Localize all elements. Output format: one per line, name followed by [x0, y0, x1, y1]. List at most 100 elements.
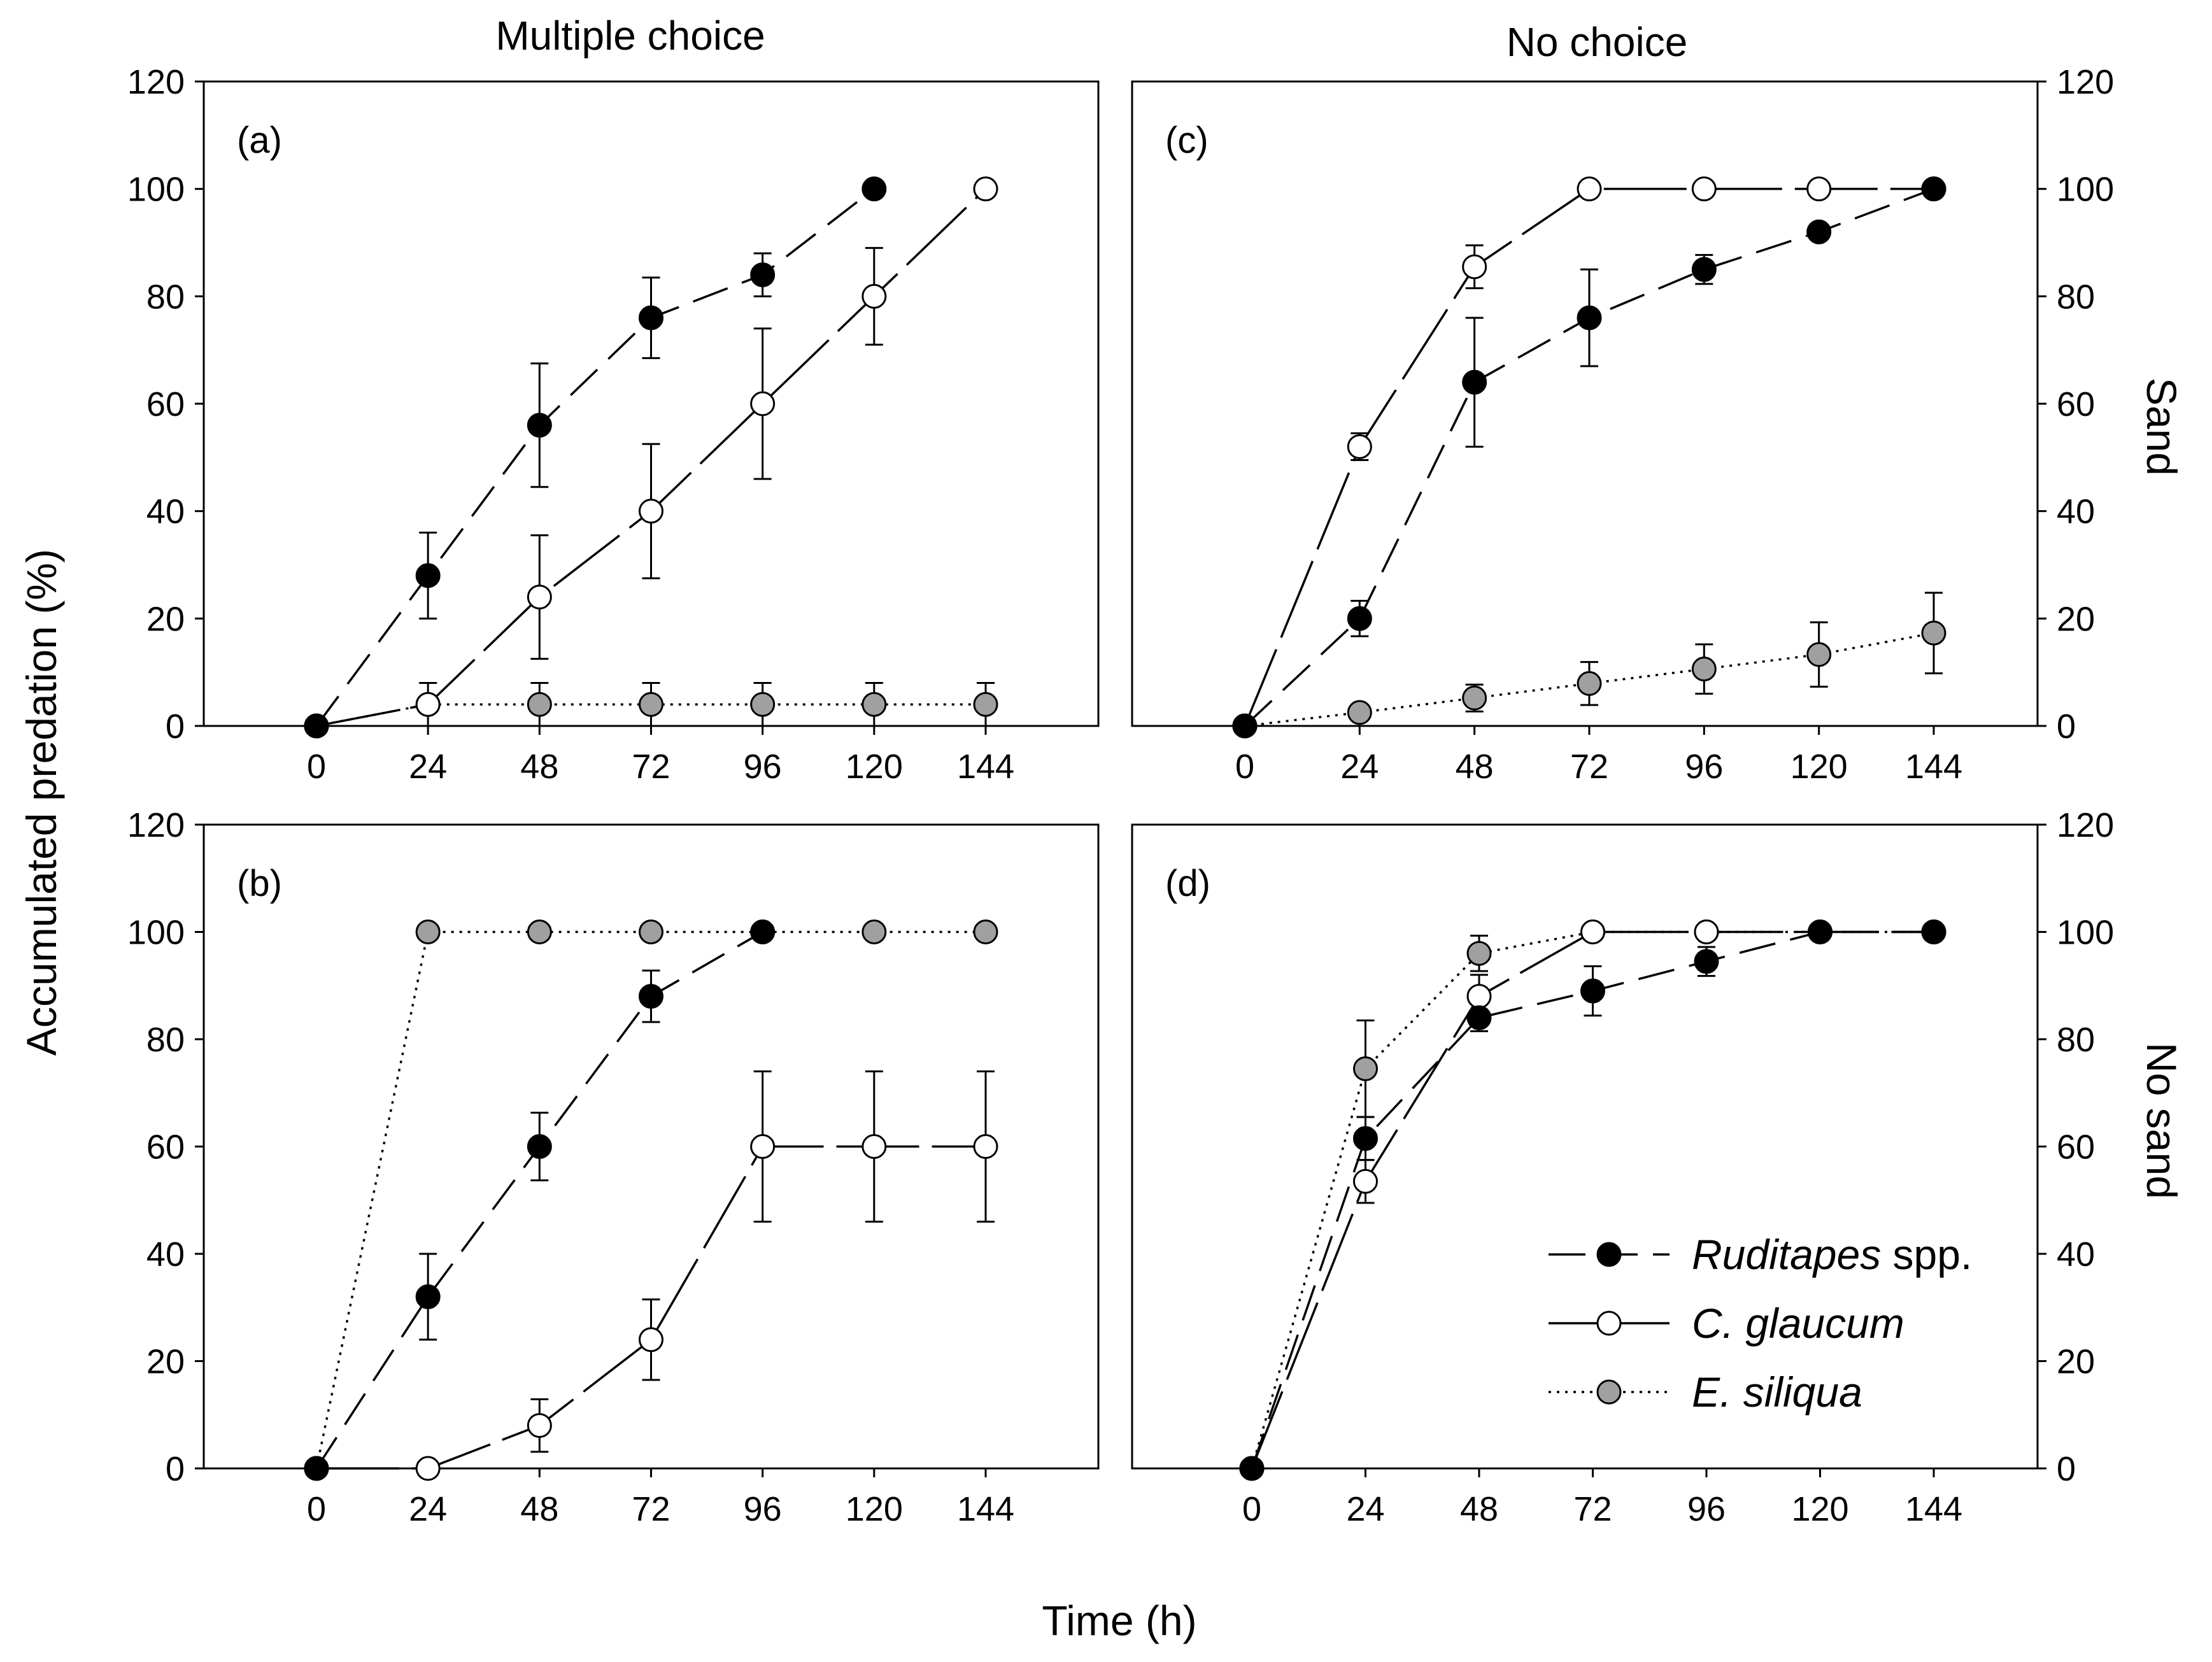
panel-b: 0 20 40 60 80 100 120 0 24 48 72 96 120 144 (b): [127, 806, 1100, 1528]
y-tick-label: 60: [2057, 385, 2095, 423]
data-point-glaucum: [861, 283, 887, 309]
x-tick-label: 24: [1340, 748, 1379, 786]
data-point-ruditapes: [639, 984, 663, 1009]
x-tick-label: 48: [1460, 1490, 1498, 1528]
panel-d: 0 20 40 60 80 100 120 0 24 48 72 96 120 144 (d): [1131, 806, 2114, 1528]
x-tick-label: 120: [1791, 1490, 1848, 1528]
y-tick-label: 120: [2057, 63, 2114, 101]
data-point-siliqua: [1577, 671, 1602, 696]
data-point-glaucum: [415, 692, 441, 717]
legend-marker-ruditapes: [1596, 1242, 1622, 1267]
data-point-siliqua: [973, 692, 998, 717]
data-point-siliqua: [415, 920, 441, 944]
data-point-ruditapes: [1921, 176, 1946, 202]
x-tick-label: 144: [1905, 748, 1962, 786]
data-point-siliqua: [1921, 620, 1946, 646]
data-point-siliqua: [1462, 685, 1487, 711]
legend-label-siliqua: E. siliqua: [1692, 1368, 1862, 1416]
x-tick-label: 0: [307, 1490, 326, 1528]
data-point-siliqua: [639, 920, 663, 944]
data-point-ruditapes: [750, 262, 776, 288]
data-point-glaucum: [1580, 920, 1605, 944]
data-point-glaucum: [1806, 176, 1832, 202]
y-tick-label: 20: [146, 1343, 185, 1381]
series-line-ruditapes: [315, 930, 763, 1469]
x-tick-label: 72: [632, 1490, 670, 1528]
data-point-siliqua: [527, 692, 552, 717]
legend-marker-siliqua: [1596, 1379, 1622, 1405]
data-point-ruditapes: [861, 176, 887, 202]
data-point-ruditapes: [639, 305, 663, 330]
data-point-glaucum: [973, 176, 998, 202]
series-line-ruditapes: [315, 188, 875, 727]
data-point-glaucum: [1466, 984, 1492, 1009]
data-point-ruditapes: [1353, 1126, 1378, 1151]
data-point-siliqua: [1466, 941, 1492, 966]
y-tick-label: 20: [2057, 1343, 2095, 1381]
y-tick-label: 0: [166, 707, 185, 746]
legend-label-italic: E. siliqua: [1692, 1368, 1862, 1416]
row-label-no-sand: No sand: [2138, 1042, 2185, 1199]
data-point-glaucum: [973, 1134, 998, 1159]
legend-label-ruditapes: Ruditapes spp.: [1692, 1231, 1972, 1278]
data-point-glaucum: [750, 391, 776, 416]
x-tick-label: 0: [1242, 1490, 1261, 1528]
y-tick-label: 60: [146, 385, 185, 423]
legend-label-glaucum: C. glaucum: [1692, 1300, 1904, 1347]
data-point-siliqua: [1347, 700, 1372, 725]
data-point-siliqua: [1691, 657, 1717, 682]
x-tick-label: 24: [1346, 1490, 1384, 1528]
y-tick-label: 80: [2057, 1021, 2095, 1059]
panel-label: (b): [237, 863, 282, 904]
panel-label: (a): [237, 120, 282, 161]
y-tick-label: 0: [2057, 707, 2076, 746]
data-point-glaucum: [415, 1456, 441, 1481]
x-tick-label: 120: [1790, 748, 1848, 786]
y-tick-label: 40: [2057, 1235, 2095, 1274]
x-tick-label: 24: [409, 1490, 447, 1528]
data-point-glaucum: [750, 1134, 776, 1159]
y-tick-label: 80: [146, 1021, 185, 1059]
legend: Ruditapes spp. C. glaucum E. siliqua: [1549, 1231, 1972, 1416]
y-tick-label: 20: [2057, 600, 2095, 638]
legend-label-rest: spp.: [1881, 1231, 1972, 1278]
data-point-ruditapes: [1347, 606, 1372, 631]
data-point-ruditapes: [1466, 1005, 1492, 1030]
row-label-sand: Sand: [2138, 378, 2185, 476]
data-point-ruditapes: [1462, 369, 1487, 395]
panel-c: 0 20 40 60 80 100 120 0 24 48 72 96 120 144 (c): [1131, 63, 2114, 786]
data-point-glaucum: [1694, 920, 1719, 944]
data-point-siliqua: [1353, 1056, 1378, 1081]
y-tick-label: 60: [146, 1128, 185, 1167]
data-point-ruditapes: [304, 713, 329, 739]
data-point-siliqua: [750, 692, 776, 717]
legend-label-italic: C. glaucum: [1692, 1300, 1904, 1347]
x-tick-label: 96: [1685, 748, 1723, 786]
x-tick-label: 144: [957, 1490, 1014, 1528]
data-point-glaucum: [1577, 176, 1602, 202]
data-point-siliqua: [1806, 642, 1832, 667]
data-point-ruditapes: [1691, 257, 1717, 282]
x-tick-label: 0: [307, 748, 326, 786]
y-tick-label: 100: [127, 914, 185, 952]
data-point-ruditapes: [415, 563, 441, 588]
x-axis-label: Time (h): [1042, 1597, 1196, 1644]
column-title-no-choice: No choice: [1507, 19, 1688, 65]
x-tick-label: 96: [1687, 1490, 1726, 1528]
y-axis-label: Accumulated predation (%): [18, 549, 65, 1056]
x-tick-label: 72: [632, 748, 670, 786]
y-tick-label: 40: [146, 1235, 185, 1274]
y-tick-label: 100: [2057, 171, 2114, 209]
panel-label: (c): [1165, 120, 1209, 161]
data-point-ruditapes: [1921, 920, 1946, 944]
data-point-siliqua: [527, 920, 552, 944]
y-tick-label: 60: [2057, 1128, 2095, 1167]
legend-label-italic: Ruditapes: [1692, 1231, 1881, 1278]
x-tick-label: 48: [520, 1490, 558, 1528]
data-point-ruditapes: [1806, 219, 1832, 245]
data-point-ruditapes: [527, 413, 552, 438]
x-tick-label: 120: [846, 748, 903, 786]
x-tick-label: 144: [1905, 1490, 1962, 1528]
y-tick-label: 100: [127, 171, 185, 209]
